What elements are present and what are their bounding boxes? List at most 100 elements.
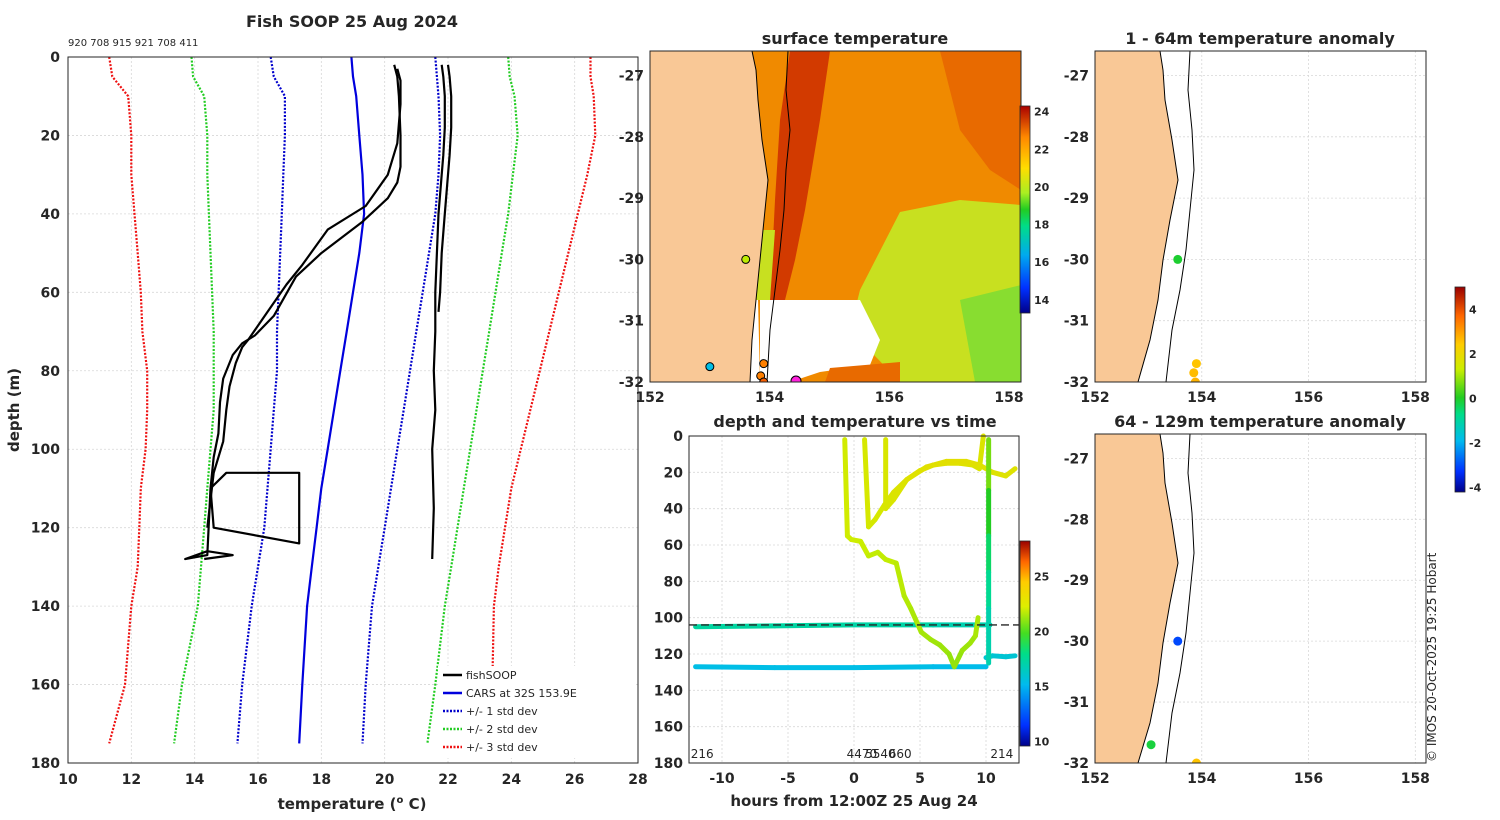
sst-station-point bbox=[759, 359, 769, 369]
profile-grid bbox=[67, 56, 639, 764]
map-lon-tick-label: 154 bbox=[1187, 771, 1216, 787]
time-y-tick-label: 40 bbox=[664, 502, 684, 518]
profile-series--1-std bbox=[361, 56, 442, 744]
anomaly-colorbar-tick-label: -2 bbox=[1469, 437, 1481, 450]
profile-series--2-std bbox=[173, 56, 215, 744]
map-lat-tick-label: -30 bbox=[1064, 252, 1090, 268]
time-y-tick-label: 100 bbox=[654, 611, 683, 627]
time-series-cast-1-segment bbox=[842, 437, 850, 539]
profile-x-tick-label: 26 bbox=[565, 772, 584, 788]
map-lat-tick-label: -31 bbox=[1064, 314, 1089, 330]
sst-map-isobath bbox=[766, 51, 791, 382]
map-lat-tick-label: -27 bbox=[1064, 69, 1089, 85]
time-cast-label: 216 bbox=[691, 747, 714, 761]
anom1-map-panel: 1 - 64m temperature anomaly 152 154 156 158… bbox=[1064, 29, 1430, 406]
profile-legend: fishSOOP CARS at 32S 153.9E +/- 1 std de… bbox=[438, 666, 634, 758]
time-colorbar-tick-label: 20 bbox=[1034, 625, 1050, 638]
time-x-tick-label: 10 bbox=[976, 771, 996, 787]
sst-cloud-gap bbox=[760, 300, 880, 382]
map-lat-tick-label: -27 bbox=[619, 69, 644, 85]
map-lat-tick-label: -28 bbox=[1064, 512, 1089, 528]
time-colorbar-tick-label: 25 bbox=[1034, 570, 1049, 583]
legend-label-std2: +/- 2 std dev bbox=[466, 723, 538, 736]
profile-y-tick-label: 0 bbox=[50, 50, 60, 66]
time-grid bbox=[689, 435, 1019, 764]
profile-series--3-std bbox=[108, 56, 149, 744]
profile-x-tick-label: 24 bbox=[502, 772, 522, 788]
anom2-station-point bbox=[1191, 758, 1201, 763]
profile-lines bbox=[108, 56, 597, 744]
sst-map-coastline bbox=[749, 51, 769, 382]
profile-y-tick-label: 140 bbox=[31, 599, 60, 615]
time-series-cast-2 bbox=[862, 433, 986, 530]
anom1-map-ticks: 152 154 156 158 -27 -28 -29 -30 -31 -32 bbox=[1064, 69, 1430, 406]
anom2-map-points bbox=[1146, 636, 1201, 763]
time-series-cast-2-segment bbox=[862, 437, 872, 530]
map-lon-tick-label: 156 bbox=[1294, 390, 1323, 406]
anom1-map-isobath bbox=[1165, 51, 1195, 382]
map-lon-tick-label: 152 bbox=[1080, 771, 1109, 787]
sst-colorbar-tick-label: 14 bbox=[1034, 294, 1050, 307]
profile-y-tick-label: 180 bbox=[31, 756, 60, 772]
anom1-station-point bbox=[1191, 359, 1201, 369]
time-y-tick-label: 60 bbox=[664, 538, 684, 554]
profile-x-tick-label: 16 bbox=[248, 772, 267, 788]
legend-label-std3: +/- 3 std dev bbox=[466, 741, 538, 754]
time-y-tick-label: 140 bbox=[654, 683, 683, 699]
profile-title: Fish SOOP 25 Aug 2024 bbox=[246, 12, 458, 31]
map-lat-tick-label: -29 bbox=[1064, 573, 1089, 589]
time-series-cast-3-segment bbox=[924, 458, 949, 470]
sst-colorbar-tick-label: 22 bbox=[1034, 143, 1049, 156]
anom2-map-area bbox=[1095, 434, 1201, 763]
time-x-label: hours from 12:00Z 25 Aug 24 bbox=[730, 792, 977, 810]
sst-map-land bbox=[650, 51, 768, 382]
profile-y-tick-label: 60 bbox=[41, 285, 61, 301]
time-series-cast-2-segment bbox=[872, 502, 887, 523]
profile-x-label: temperature (o C) bbox=[278, 795, 427, 813]
profile-y-tick-label: 160 bbox=[31, 678, 60, 694]
map-lat-tick-label: -32 bbox=[619, 375, 644, 391]
map-lat-tick-label: -28 bbox=[619, 130, 644, 146]
profile-x-tick-label: 28 bbox=[628, 772, 647, 788]
anom2-map-ticks: 152 154 156 158 -27 -28 -29 -30 -31 -32 bbox=[1064, 451, 1430, 787]
map-lat-tick-label: -28 bbox=[1064, 130, 1089, 146]
anomaly-colorbar-tick-label: 2 bbox=[1469, 348, 1477, 361]
map-lon-tick-label: 156 bbox=[875, 390, 904, 406]
sst-station-point bbox=[759, 377, 769, 382]
sst-field-current-core bbox=[770, 51, 830, 300]
time-series-trace-104m-segment bbox=[693, 623, 778, 630]
sst-latest-position-marker bbox=[790, 375, 802, 382]
time-series-cast-3 bbox=[883, 437, 1018, 512]
profile-series-fishsoop-cast-d bbox=[437, 64, 453, 312]
profile-ticks: 10 12 14 16 18 20 22 24 26 28 0 20 40 60 80 100 120 140 16… bbox=[31, 50, 648, 788]
map-lon-tick-label: 158 bbox=[1401, 771, 1430, 787]
anom1-map-frame bbox=[1094, 50, 1427, 383]
time-y-tick-label: 20 bbox=[664, 465, 684, 481]
map-lat-tick-label: -29 bbox=[619, 191, 644, 207]
map-lon-tick-label: 154 bbox=[755, 390, 784, 406]
profile-y-tick-label: 80 bbox=[41, 364, 61, 380]
anom1-map-title: 1 - 64m temperature anomaly bbox=[1125, 29, 1395, 48]
time-y-tick-label: 120 bbox=[654, 647, 683, 663]
map-lat-tick-label: -30 bbox=[619, 252, 645, 268]
time-series-cast-1 bbox=[842, 437, 981, 670]
anom1-station-point bbox=[1173, 254, 1183, 264]
profile-series-fishsoop-cast-c bbox=[431, 64, 446, 560]
time-colorbar bbox=[1019, 540, 1031, 747]
time-series-cast-1-segment bbox=[908, 606, 924, 635]
profile-y-tick-label: 20 bbox=[41, 128, 61, 144]
sst-colorbar-tick-label: 16 bbox=[1034, 256, 1050, 269]
time-series-cast-3-segment bbox=[891, 477, 910, 503]
sst-map-panel: surface temperature 152 154 156 158 -27 -28 -2… bbox=[619, 29, 1050, 406]
time-x-tick-label: -10 bbox=[709, 771, 735, 787]
anom2-map-isobath bbox=[1165, 434, 1195, 763]
time-panel-title: depth and temperature vs time bbox=[713, 412, 996, 431]
map-lat-tick-label: -27 bbox=[1064, 451, 1089, 467]
anom1-map-area bbox=[1095, 51, 1201, 382]
map-lat-tick-label: -32 bbox=[1064, 375, 1089, 391]
anom1-map-land bbox=[1095, 51, 1178, 382]
profile-series--1-std bbox=[236, 56, 286, 744]
anomaly-colorbar-tick-label: 0 bbox=[1469, 392, 1477, 405]
sst-map-ticks: 152 154 156 158 -27 -28 -29 -30 -31 -32 bbox=[619, 69, 1024, 406]
